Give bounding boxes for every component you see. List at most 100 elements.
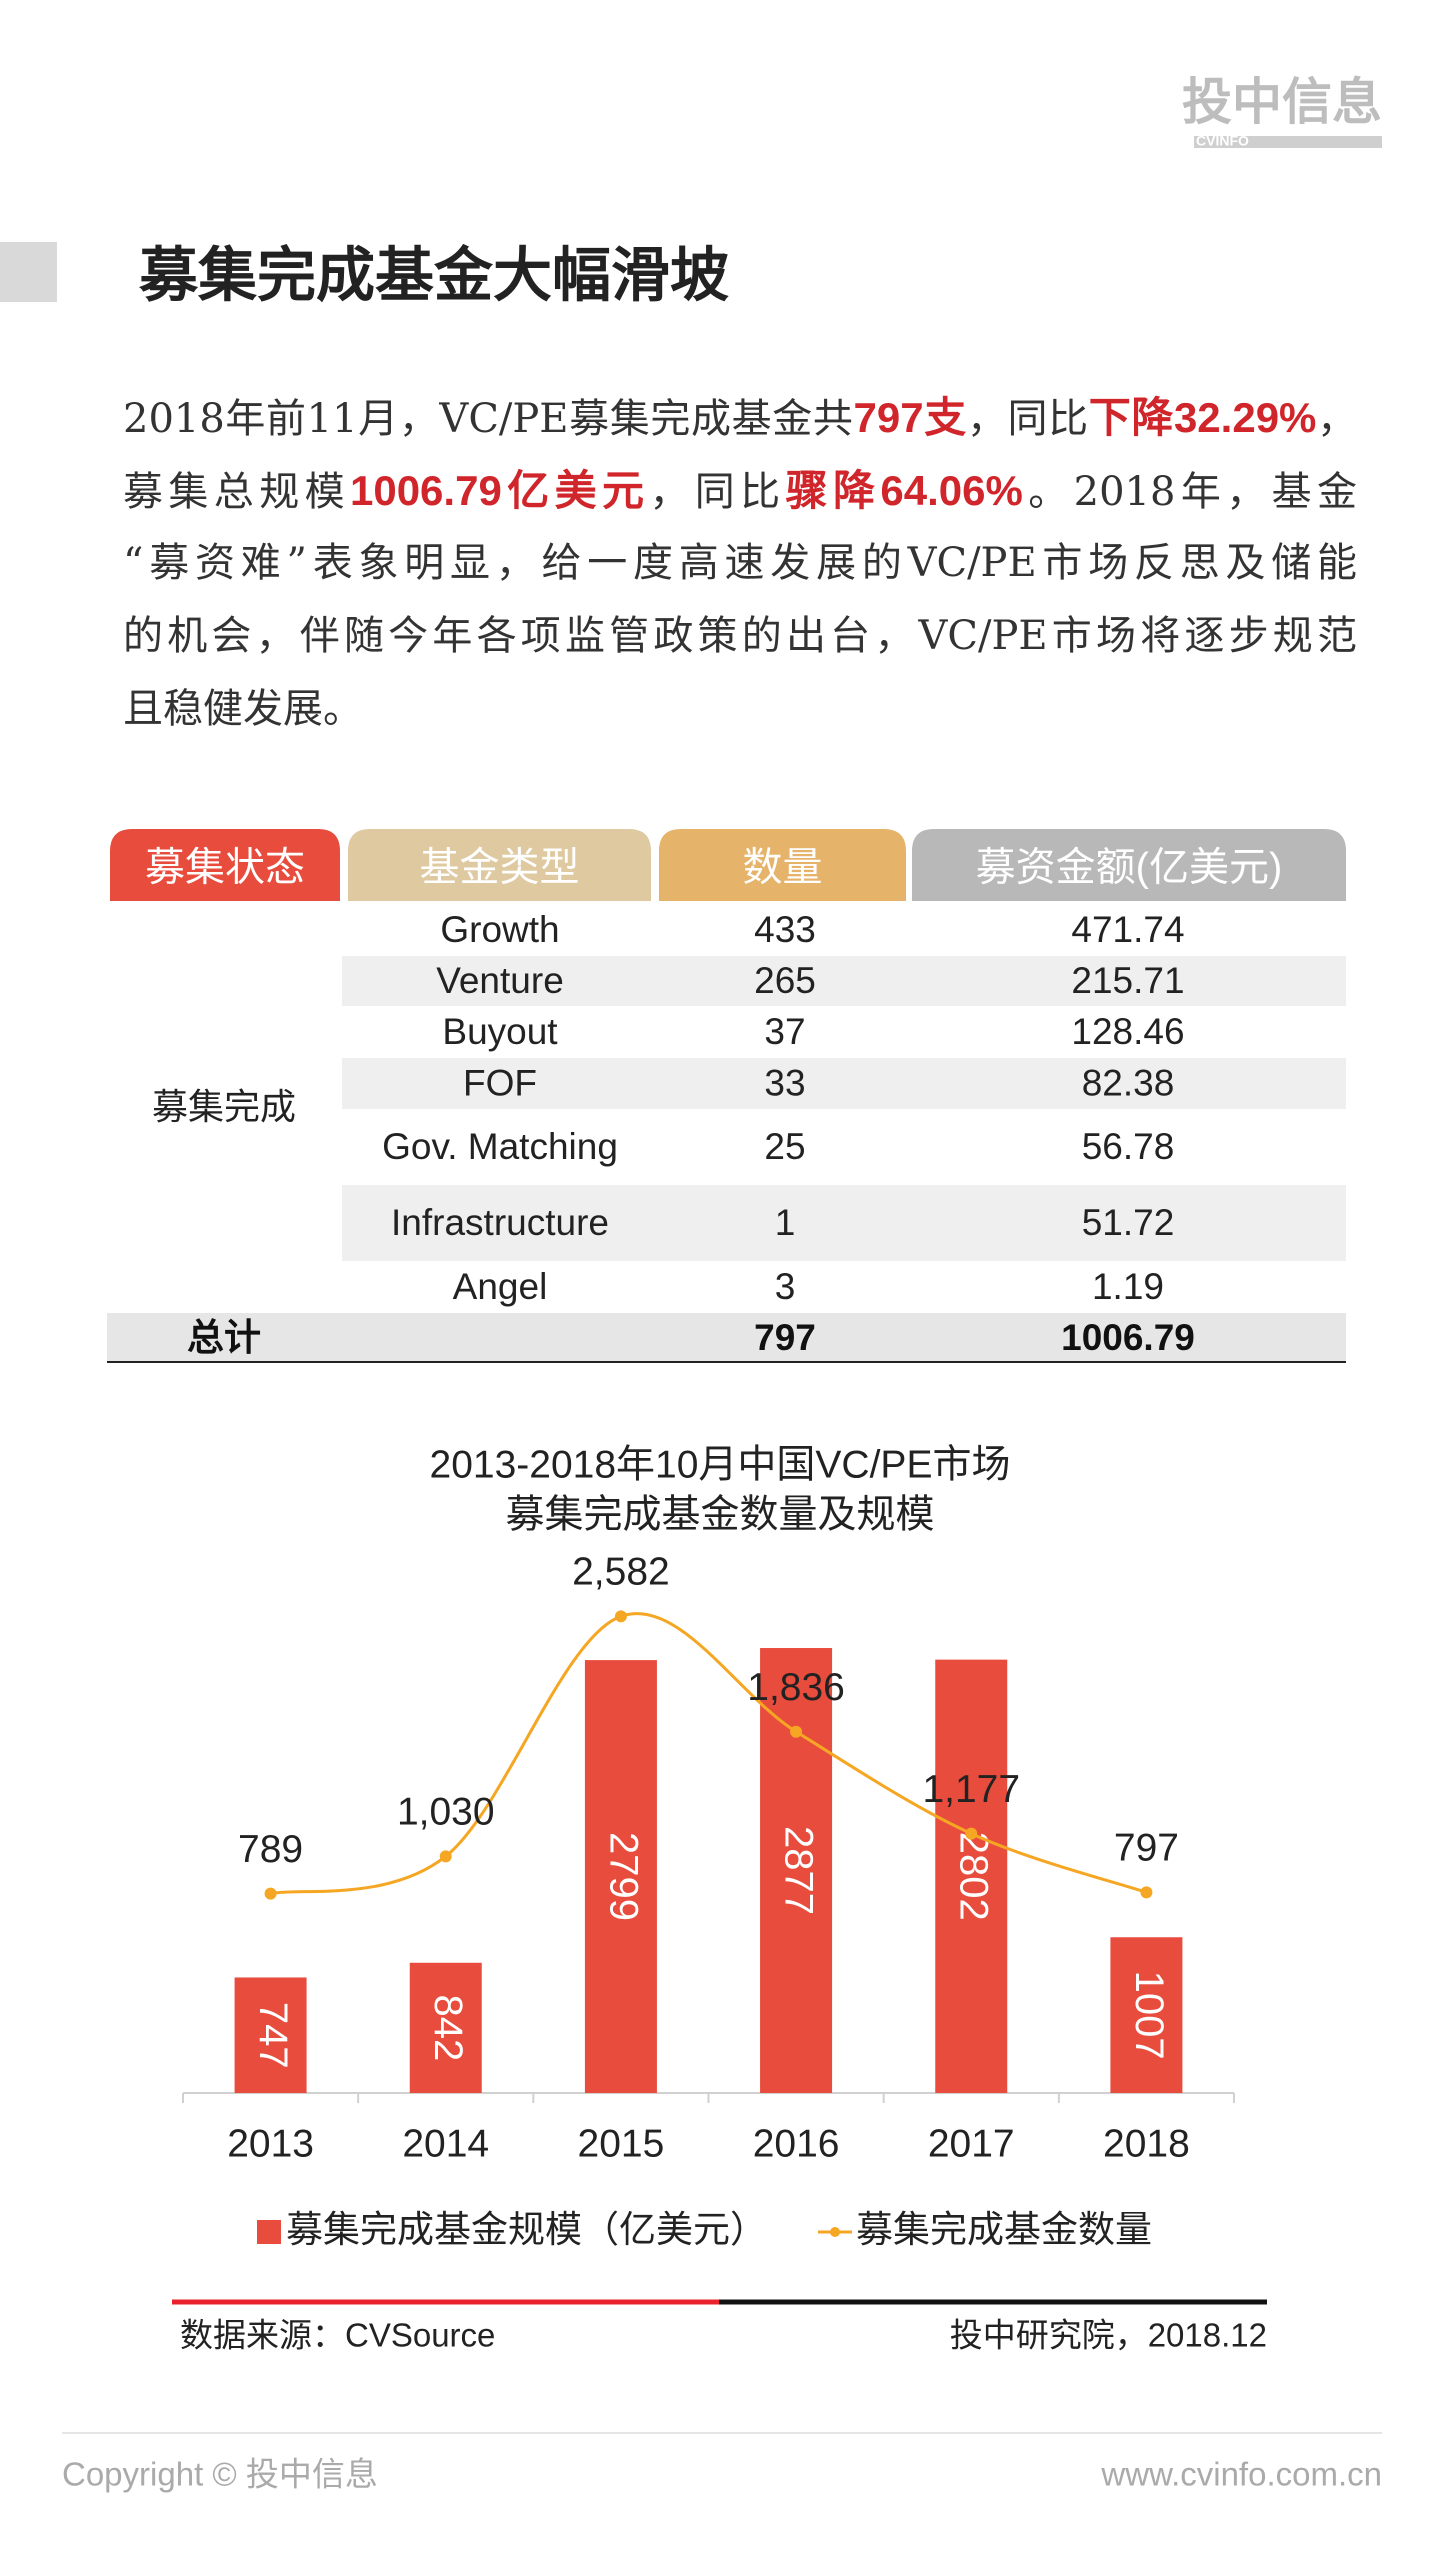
total-amount: 1006.79 [1061, 1317, 1195, 1358]
fund-type: Growth [440, 909, 559, 950]
paragraph-line: 募集总规模1006.79亿美元，同比骤降64.06%。2018年，基金 [123, 454, 1357, 527]
point-label: 1,177 [922, 1768, 1020, 1811]
website: www.cvinfo.com.cn [1100, 2456, 1382, 2493]
fund-type: Buyout [442, 1011, 558, 1052]
line-point [965, 1827, 978, 1840]
text: 的机会，伴随今年各项监管政策的出台，VC/PE市场将逐步规范 [123, 613, 1357, 659]
paragraph-line: “募资难”表象明显，给一度高速发展的VC/PE市场反思及储能 [123, 527, 1357, 600]
fund-amount: 215.71 [1071, 960, 1184, 1001]
table-header: 募集状态 [145, 846, 305, 890]
total-shade [107, 1313, 1346, 1362]
table-header-tab [348, 829, 651, 901]
fund-amount: 82.38 [1082, 1062, 1175, 1103]
fund-count: 37 [764, 1011, 805, 1052]
table-header: 基金类型 [420, 846, 580, 890]
bar [234, 1977, 307, 2093]
status: 募集完成 [152, 1087, 296, 1128]
x-tick-label: 2017 [928, 2122, 1015, 2165]
row-shade [342, 1058, 1346, 1109]
point-label: 797 [1114, 1827, 1179, 1870]
logo-sub: CVINFO [1196, 133, 1249, 149]
fund-type: Angel [453, 1266, 548, 1307]
bar-label: 2877 [777, 1826, 821, 1915]
source: 数据来源：CVSource [180, 2317, 495, 2354]
chart-subtitle: 募集完成基金数量及规模 [505, 1493, 934, 1536]
text: 募集总规模 [123, 469, 350, 515]
line-point [439, 1850, 452, 1863]
paragraph-line: 的机会，伴随今年各项监管政策的出台，VC/PE市场将逐步规范 [123, 600, 1357, 673]
text: 。2018年，基金 [1022, 469, 1358, 515]
fund-count: 3 [775, 1266, 796, 1307]
bar [1110, 1937, 1183, 2093]
fund-type: FOF [463, 1062, 537, 1103]
line-point [614, 1610, 627, 1623]
legend-swatch [257, 2220, 281, 2244]
x-tick-label: 2014 [402, 2122, 489, 2165]
fund-count: 33 [764, 1062, 805, 1103]
table-header: 募资金额(亿美元) [976, 846, 1283, 890]
chart-title: 2013-2018年10月中国VC/PE市场 [430, 1443, 1011, 1486]
point-label: 1,030 [397, 1791, 495, 1834]
fund-count: 25 [764, 1126, 805, 1167]
line-point [790, 1725, 803, 1738]
x-tick-label: 2013 [227, 2122, 314, 2165]
logo: 投中信息 [1182, 74, 1382, 130]
table-header-tab [659, 829, 906, 901]
row-shade [342, 956, 1346, 1006]
fund-type: Venture [436, 960, 564, 1001]
legend-label: 募集完成基金规模（亿美元） [286, 2209, 767, 2250]
paragraph-line: 且稳健发展。 [123, 673, 1357, 746]
copyright: Copyright © 投中信息 [62, 2456, 378, 2493]
line [270, 1612, 1147, 1896]
bar-label: 2802 [952, 1832, 996, 1921]
fund-count: 265 [754, 960, 816, 1001]
text: ， [1316, 396, 1358, 442]
bar [935, 1659, 1008, 2093]
logo-bar [1194, 136, 1382, 148]
text: 2018年前11月，VC/PE募集完成基金共 [123, 396, 854, 442]
bar-label: 2799 [601, 1832, 645, 1921]
bar [760, 1648, 833, 2093]
highlight: 797支 [853, 394, 967, 441]
fund-amount: 471.74 [1071, 909, 1184, 950]
point-label: 789 [238, 1828, 303, 1871]
fund-amount: 1.19 [1092, 1266, 1164, 1307]
paragraph: 2018年前11月，VC/PE募集完成基金共797支，同比下降32.29%， 募集… [123, 381, 1357, 746]
x-tick-label: 2018 [1103, 2122, 1190, 2165]
point-label: 2,582 [572, 1551, 670, 1594]
total-count: 797 [754, 1317, 816, 1358]
fund-type: Infrastructure [391, 1202, 609, 1243]
highlight: 骤降64.06% [785, 467, 1023, 514]
x-tick-label: 2016 [753, 2122, 840, 2165]
highlight: 1006.79亿美元 [349, 467, 650, 514]
legend-swatch [830, 2227, 840, 2237]
table-header: 数量 [743, 846, 823, 890]
text: 且稳健发展。 [123, 686, 363, 732]
table-header-tab [912, 829, 1346, 901]
title-marker [0, 242, 57, 302]
paragraph-line: 2018年前11月，VC/PE募集完成基金共797支，同比下降32.29%， [123, 381, 1357, 454]
text: ，同比 [966, 396, 1089, 442]
line-point [1140, 1886, 1153, 1899]
table-header-tab [110, 829, 340, 901]
line-point [264, 1887, 277, 1900]
bar [409, 1962, 482, 2093]
bar-label: 842 [426, 1995, 470, 2062]
legend-label: 募集完成基金数量 [856, 2209, 1152, 2250]
fund-amount: 56.78 [1082, 1126, 1175, 1167]
bar-label: 747 [251, 2002, 295, 2069]
highlight: 下降32.29% [1088, 394, 1317, 441]
total-label: 总计 [187, 1317, 261, 1358]
page-title: 募集完成基金大幅滑坡 [138, 243, 729, 309]
bar [584, 1660, 657, 2093]
text: “募资难”表象明显，给一度高速发展的VC/PE市场反思及储能 [123, 540, 1357, 586]
fund-amount: 128.46 [1071, 1011, 1184, 1052]
fund-type: Gov. Matching [382, 1126, 618, 1167]
publisher: 投中研究院，2018.12 [950, 2317, 1267, 2354]
x-tick-label: 2015 [578, 2122, 665, 2165]
fund-amount: 51.72 [1082, 1202, 1175, 1243]
fund-count: 1 [775, 1202, 796, 1243]
row-shade [342, 1185, 1346, 1261]
